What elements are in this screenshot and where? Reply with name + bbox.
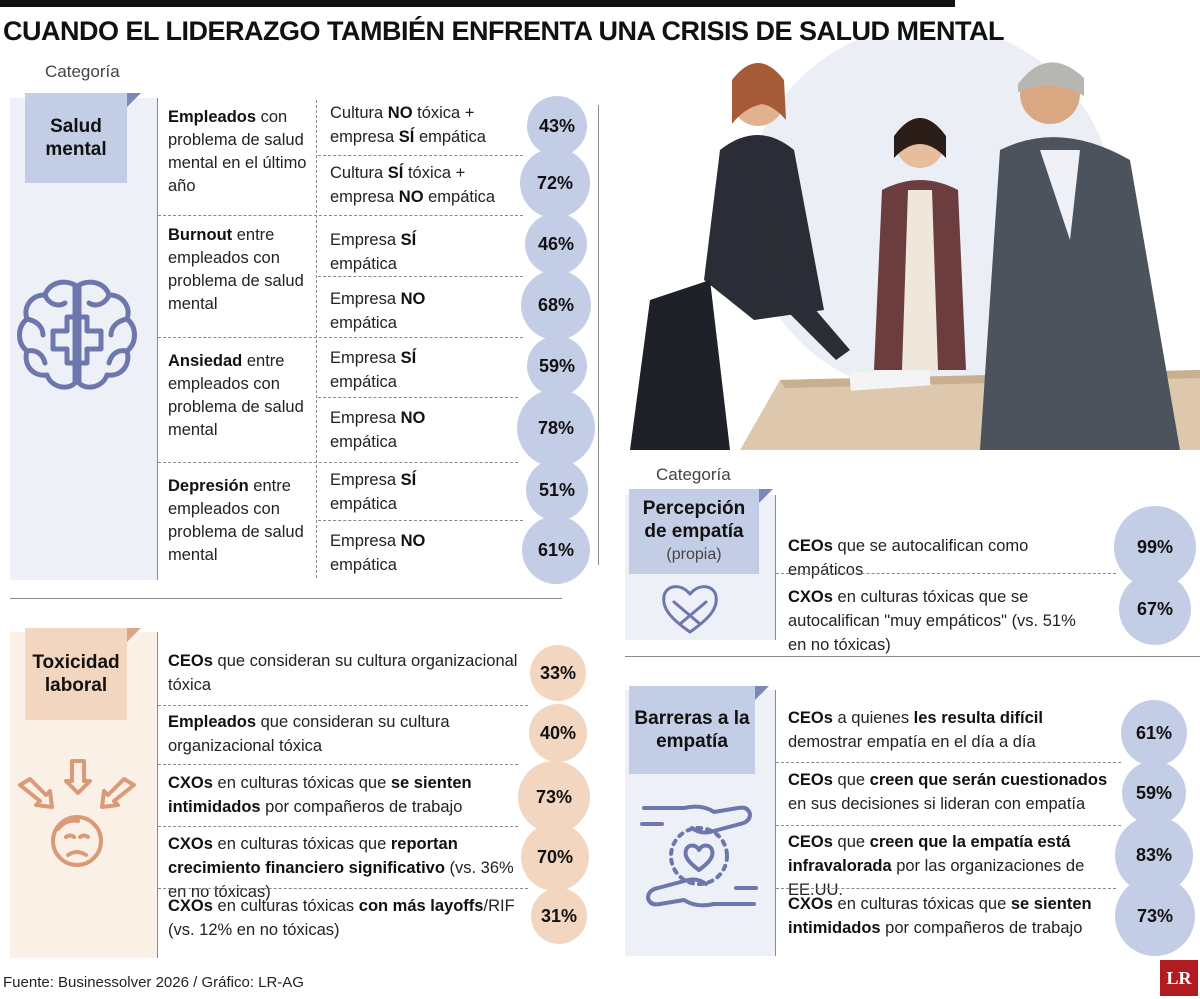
value-circle: 68% xyxy=(521,270,591,340)
value-circle: 67% xyxy=(1119,573,1191,645)
row-description: Empresa SÍ empática xyxy=(330,471,417,513)
row-divider xyxy=(776,573,1116,574)
value-circle: 40% xyxy=(529,704,587,762)
toxicidad-tag-label: Toxicidad laboral xyxy=(32,652,120,696)
percepcion-tag-label: Percepción de empatía xyxy=(642,498,746,542)
lr-logo: LR xyxy=(1160,960,1198,996)
meeting-photo xyxy=(620,40,1200,450)
section-divider xyxy=(10,598,562,599)
row-description: Empresa NO empática xyxy=(330,290,426,332)
barreras-tag-label: Barreras a la empatía xyxy=(634,708,750,752)
top-rule xyxy=(0,0,955,7)
row-divider xyxy=(318,276,523,277)
row-description: CEOs que consideran su cultura organizac… xyxy=(168,652,518,694)
brain-icon xyxy=(17,279,137,390)
salud-mental-tag: Salud mental xyxy=(25,93,141,183)
toxicidad-tag: Toxicidad laboral xyxy=(25,628,141,720)
row-divider xyxy=(318,520,523,521)
row-description: Cultura SÍ tóxica + empresa NO empática xyxy=(330,164,496,206)
row-divider xyxy=(158,826,518,827)
group-divider xyxy=(158,337,523,338)
care-hands-icon xyxy=(640,804,758,908)
barreras-tag: Barreras a la empatía xyxy=(629,686,769,774)
row-description: CEOs que creen que la empatía está infra… xyxy=(788,833,1085,899)
row-divider xyxy=(776,888,1116,889)
row-description: CXOs en culturas tóxicas que se sienten … xyxy=(788,895,1092,937)
row-description: Empleados que consideran su cultura orga… xyxy=(168,713,450,755)
value-circle: 43% xyxy=(527,96,587,156)
column-divider xyxy=(775,690,776,956)
row-description: Empresa NO empática xyxy=(330,532,426,574)
row-divider xyxy=(776,762,1121,763)
group-divider xyxy=(158,462,518,463)
value-circle: 73% xyxy=(518,761,590,833)
category-label: Categoría xyxy=(45,62,120,81)
group-description: Burnout entre empleados con problema de … xyxy=(168,226,304,313)
column-divider xyxy=(775,495,776,640)
value-circle: 78% xyxy=(517,389,595,467)
row-description: Empresa SÍ empática xyxy=(330,231,417,273)
row-description: CXOs en culturas tóxicas que reportan cr… xyxy=(168,835,514,901)
value-circle: 61% xyxy=(522,516,590,584)
value-circle: 31% xyxy=(531,888,587,944)
column-divider xyxy=(157,632,158,958)
bullying-icon xyxy=(18,759,136,867)
value-circle: 46% xyxy=(525,213,587,275)
salud-mental-tag-label: Salud mental xyxy=(45,116,107,160)
category-label: Categoría xyxy=(656,465,731,484)
row-divider xyxy=(318,397,518,398)
value-circle: 51% xyxy=(526,459,588,521)
page-title: CUANDO EL LIDERAZGO TAMBIÉN ENFRENTA UNA… xyxy=(3,16,1005,46)
percepcion-tag-sub: (propia) xyxy=(666,546,722,563)
value-circle: 59% xyxy=(1122,761,1186,825)
row-description: CEOs que creen que serán cuestionados en… xyxy=(788,771,1108,813)
value-circle: 73% xyxy=(1115,876,1195,956)
percepcion-tag: Percepción de empatía (propia) xyxy=(629,489,773,574)
source-note: Fuente: Businessolver 2026 / Gráfico: LR… xyxy=(3,974,304,991)
row-description: CXOs en culturas tóxicas con más layoffs… xyxy=(168,897,515,939)
section-divider xyxy=(598,105,599,565)
group-description: Empleados con problema de salud mental e… xyxy=(168,108,307,195)
column-divider xyxy=(316,100,317,578)
row-divider xyxy=(776,825,1121,826)
row-description: CXOs en culturas tóxicas que se sienten … xyxy=(168,774,472,816)
row-description: Empresa NO empática xyxy=(330,409,426,451)
value-circle: 59% xyxy=(527,336,587,396)
heart-hands-icon xyxy=(662,585,718,634)
row-description: Empresa SÍ empática xyxy=(330,349,417,391)
value-circle: 70% xyxy=(521,823,589,891)
value-circle: 72% xyxy=(520,148,590,218)
row-description: CXOs en culturas tóxicas que se autocali… xyxy=(788,588,1076,654)
row-divider xyxy=(158,888,528,889)
group-description: Depresión entre empleados con problema d… xyxy=(168,477,304,564)
value-circle: 33% xyxy=(530,645,586,701)
row-description: Cultura NO tóxica + empresa SÍ empática xyxy=(330,104,486,146)
column-divider xyxy=(157,98,158,580)
section-divider xyxy=(625,656,1200,657)
value-circle: 61% xyxy=(1121,700,1187,766)
row-description: CEOs que se autocalifican como empáticos xyxy=(788,537,1029,579)
row-divider xyxy=(158,705,528,706)
group-divider xyxy=(158,215,523,216)
group-description: Ansiedad entre empleados con problema de… xyxy=(168,352,304,439)
row-description: CEOs a quienes les resulta difícil demos… xyxy=(788,709,1043,751)
row-divider xyxy=(318,155,523,156)
row-divider xyxy=(158,764,518,765)
